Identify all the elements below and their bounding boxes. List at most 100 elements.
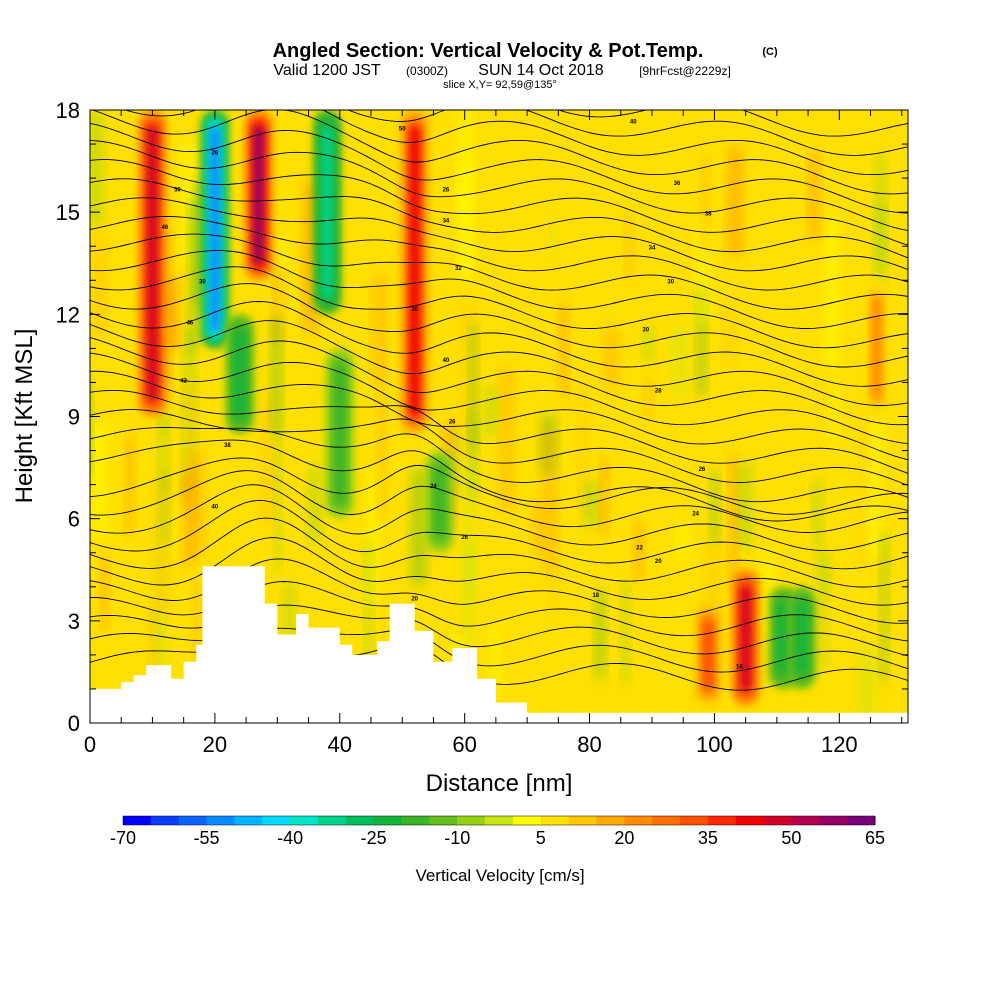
velocity-texture-cell (164, 277, 179, 350)
velocity-texture-cell (155, 563, 169, 616)
downdraft-column (322, 126, 333, 299)
isentrope-label: 24 (692, 511, 699, 517)
velocity-texture-cell (560, 302, 568, 396)
isentrope-line (90, 178, 908, 259)
velocity-texture-cell (821, 580, 829, 670)
velocity-texture-cell (154, 628, 166, 689)
isentrope-label: 50 (399, 126, 406, 132)
velocity-texture-cell (860, 413, 867, 568)
isentrope-line (90, 370, 908, 461)
velocity-texture-cell (866, 463, 880, 558)
y-tick-label: 0 (68, 711, 80, 736)
isentrope-line (90, 250, 908, 329)
colorbar-tick-label: 5 (536, 828, 546, 848)
velocity-texture-cell (90, 110, 103, 224)
isentrope-label: 20 (655, 559, 662, 565)
velocity-texture-cell (697, 220, 710, 324)
velocity-texture-cell (159, 497, 169, 543)
velocity-texture-cell (191, 453, 204, 557)
colorbar-swatch (178, 816, 208, 825)
velocity-texture-cell (97, 228, 105, 322)
isentrope-label: 26 (461, 535, 468, 541)
x-tick-label: 20 (203, 732, 227, 757)
velocity-texture-cell (729, 455, 738, 581)
velocity-texture-cell (150, 605, 158, 713)
velocity-texture-cell (600, 458, 608, 534)
velocity-texture-cell (762, 550, 774, 632)
x-tick-label: 0 (84, 732, 96, 757)
isentrope-label: 22 (636, 545, 643, 551)
valid-time-prefix: Valid 1200 JST (273, 62, 381, 79)
velocity-texture-cell (732, 289, 745, 362)
velocity-texture-cell (880, 534, 888, 681)
valid-date: SUN 14 Oct 2018 (478, 62, 604, 79)
forecast-label: [9hrFcst@2229z] (639, 64, 731, 78)
colorbar-tick-label: 65 (865, 828, 885, 848)
colorbar-swatch (652, 816, 681, 825)
velocity-texture-cell (444, 517, 454, 685)
isentrope-label: 30 (411, 307, 418, 313)
isentrope-label: 50 (174, 188, 181, 194)
velocity-texture-cell (826, 217, 839, 371)
velocity-texture-cell (817, 550, 829, 588)
plot-area: 50 26 26 50 36 40 34 38 46 34 32 30 30 30 46 30 40 42 28 26… (90, 110, 908, 723)
velocity-texture-cell (550, 219, 558, 257)
velocity-texture-cell (871, 421, 883, 461)
isentrope-line (90, 283, 908, 368)
isentrope-line (90, 457, 908, 515)
colorbar-title: Vertical Velocity [cm/s] (415, 866, 584, 885)
isentrope-label: 24 (430, 484, 437, 490)
colorbar-swatch (290, 816, 319, 825)
velocity-texture-cell (459, 110, 472, 229)
colorbar-swatch (234, 816, 263, 825)
isentrope-label: 32 (455, 266, 462, 272)
velocity-texture-cell (644, 325, 653, 362)
isentrope-label: 20 (411, 596, 418, 602)
downdraft-column (234, 330, 245, 418)
downdraft-column (796, 602, 807, 673)
isentrope-label: 30 (199, 280, 206, 286)
colorbar-swatch (123, 816, 152, 825)
velocity-texture-cell (605, 327, 619, 389)
velocity-texture-cell (813, 479, 823, 548)
isentrope-line (90, 159, 908, 246)
colorbar-tick-label: 20 (614, 828, 634, 848)
velocity-texture-cell (364, 541, 373, 670)
velocity-texture-cell (271, 316, 282, 435)
velocity-texture-cell (697, 286, 706, 396)
isentrope-label: 28 (655, 389, 662, 395)
colorbar-tick-label: 50 (781, 828, 801, 848)
isentrope-line (90, 139, 908, 232)
x-tick-label: 100 (696, 732, 733, 757)
updraft-column (409, 126, 420, 418)
isentrope-line (90, 389, 908, 474)
velocity-texture-cell (500, 368, 513, 512)
velocity-texture-cell (542, 427, 555, 573)
velocity-texture-cell (284, 583, 295, 639)
velocity-texture-cell (159, 432, 172, 471)
isentrope-line (90, 439, 908, 522)
isentrope-label: 30 (642, 327, 649, 333)
colorbar-swatch (457, 816, 486, 825)
velocity-texture-cell (368, 110, 375, 224)
colorbar: -70 -55 -40 -25 -10 5 20 35 50 65 (110, 815, 885, 848)
velocity-texture-cell (182, 471, 193, 565)
x-axis: 0 20 40 60 80 100 120 (84, 110, 903, 757)
velocity-texture-cell (90, 377, 92, 475)
velocity-texture-cell (876, 201, 885, 267)
downdraft-column (334, 364, 345, 503)
velocity-texture-cell (188, 200, 198, 351)
velocity-texture-cell (831, 383, 839, 452)
x-tick-label: 120 (821, 732, 858, 757)
colorbar-swatch (206, 816, 235, 825)
colorbar-swatch (763, 816, 792, 825)
colorbar-swatch (540, 816, 570, 825)
downdraft-column (209, 126, 220, 333)
velocity-texture-cell (279, 233, 287, 354)
updraft-column (253, 126, 264, 265)
isentrope-line (90, 266, 908, 349)
updraft-column (703, 619, 714, 690)
velocity-texture-cell (224, 204, 236, 317)
velocity-texture-cell (464, 454, 475, 595)
isentrope-line (90, 470, 908, 533)
